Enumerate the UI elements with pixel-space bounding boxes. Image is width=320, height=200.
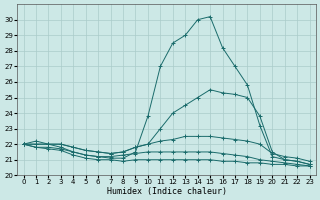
X-axis label: Humidex (Indice chaleur): Humidex (Indice chaleur) bbox=[107, 187, 227, 196]
